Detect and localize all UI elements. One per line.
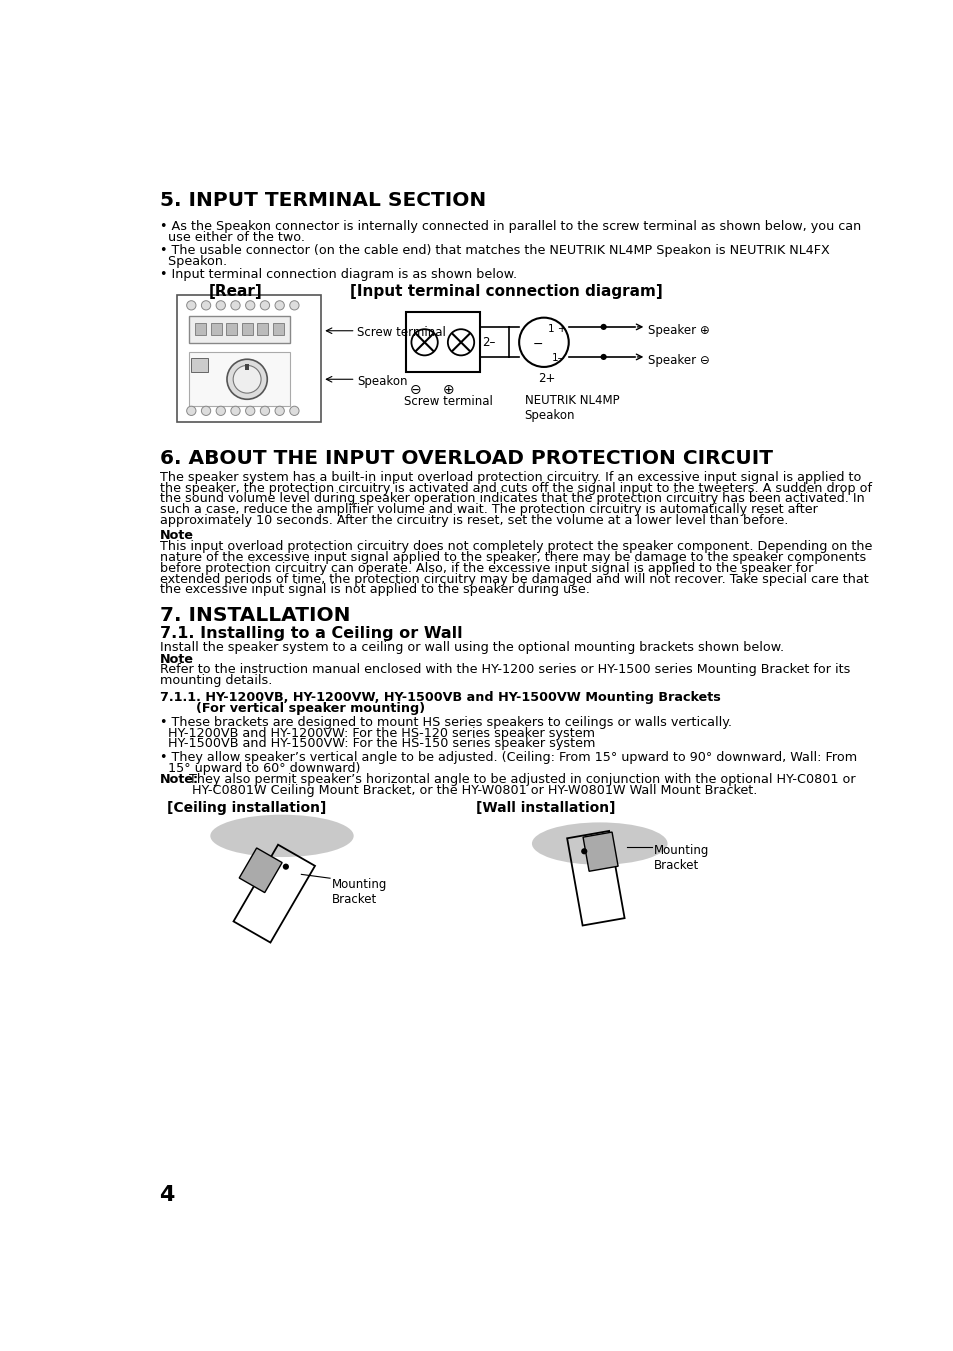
Text: before protection circuitry can operate. Also, if the excessive input signal is : before protection circuitry can operate.… [159, 562, 812, 574]
Circle shape [233, 365, 261, 393]
Circle shape [231, 407, 240, 416]
Text: HY-C0801W Ceiling Mount Bracket, or the HY-W0801 or HY-W0801W Wall Mount Bracket: HY-C0801W Ceiling Mount Bracket, or the … [159, 785, 756, 797]
Text: Install the speaker system to a ceiling or wall using the optional mounting brac: Install the speaker system to a ceiling … [159, 642, 782, 654]
Circle shape [201, 301, 211, 309]
Text: [Wall installation]: [Wall installation] [476, 801, 615, 815]
Text: 6. ABOUT THE INPUT OVERLOAD PROTECTION CIRCUIT: 6. ABOUT THE INPUT OVERLOAD PROTECTION C… [159, 450, 772, 469]
Text: • Input terminal connection diagram is as shown below.: • Input terminal connection diagram is a… [159, 267, 517, 281]
Text: 4: 4 [159, 1185, 174, 1205]
Text: Mounting
Bracket: Mounting Bracket [332, 878, 387, 907]
Bar [406, 312, 479, 373]
Text: [Ceiling installation]: [Ceiling installation] [167, 801, 326, 815]
Circle shape [201, 407, 211, 416]
Bar [241, 323, 253, 335]
Text: Mounting
Bracket: Mounting Bracket [654, 843, 709, 871]
Text: 15° upward to 60° downward): 15° upward to 60° downward) [159, 762, 359, 775]
Circle shape [227, 359, 267, 400]
Text: Note: Note [159, 530, 193, 542]
Text: the sound volume level during speaker operation indicates that the protection ci: the sound volume level during speaker op… [159, 493, 863, 505]
Text: HY-1500VB and HY-1500VW: For the HS-150 series speaker system: HY-1500VB and HY-1500VW: For the HS-150 … [159, 738, 595, 750]
Circle shape [187, 301, 195, 309]
Text: the speaker, the protection circuitry is activated and cuts off the signal input: the speaker, the protection circuitry is… [159, 482, 871, 494]
Circle shape [216, 301, 225, 309]
Text: 7. INSTALLATION: 7. INSTALLATION [159, 607, 350, 626]
Text: ⊕: ⊕ [442, 384, 454, 397]
Text: Speaker ⊖: Speaker ⊖ [647, 354, 709, 367]
Text: such a case, reduce the amplifier volume and wait. The protection circuitry is a: such a case, reduce the amplifier volume… [159, 503, 817, 516]
Circle shape [274, 407, 284, 416]
Circle shape [290, 407, 298, 416]
Bar [211, 323, 221, 335]
Circle shape [216, 407, 225, 416]
Circle shape [282, 863, 289, 870]
Circle shape [260, 407, 270, 416]
Text: 2+: 2+ [537, 372, 555, 385]
Text: mounting details.: mounting details. [159, 674, 272, 688]
Polygon shape [582, 832, 618, 871]
Text: Refer to the instruction manual enclosed with the HY-1200 series or HY-1500 seri: Refer to the instruction manual enclosed… [159, 663, 849, 677]
Text: nature of the excessive input signal applied to the speaker, there may be damage: nature of the excessive input signal app… [159, 551, 865, 563]
Text: approximately 10 seconds. After the circuitry is reset, set the volume at a lowe: approximately 10 seconds. After the circ… [159, 513, 787, 527]
Text: Speakon: Speakon [356, 374, 407, 388]
Circle shape [260, 301, 270, 309]
Text: 2–: 2– [481, 336, 495, 349]
Text: use either of the two.: use either of the two. [159, 231, 304, 243]
Text: • They allow speaker’s vertical angle to be adjusted. (Ceiling: From 15° upward : • They allow speaker’s vertical angle to… [159, 751, 856, 765]
Text: Screw terminal: Screw terminal [356, 326, 446, 339]
Text: The speaker system has a built-in input overload protection circuitry. If an exc: The speaker system has a built-in input … [159, 471, 860, 484]
Text: • These brackets are designed to mount HS series speakers to ceilings or walls v: • These brackets are designed to mount H… [159, 716, 731, 728]
Polygon shape [239, 848, 282, 893]
Bar [273, 323, 283, 335]
Text: −: − [532, 338, 542, 351]
Text: 7.1.1. HY-1200VB, HY-1200VW, HY-1500VB and HY-1500VW Mounting Brackets: 7.1.1. HY-1200VB, HY-1200VW, HY-1500VB a… [159, 692, 720, 704]
Bar [192, 358, 208, 372]
Text: 7.1. Installing to a Ceiling or Wall: 7.1. Installing to a Ceiling or Wall [159, 626, 461, 640]
Circle shape [245, 407, 254, 416]
Text: This input overload protection circuitry does not completely protect the speaker: This input overload protection circuitry… [159, 540, 871, 553]
Bar [257, 323, 268, 335]
Text: Speaker ⊕: Speaker ⊕ [647, 324, 709, 336]
Bar [189, 316, 290, 343]
Circle shape [187, 407, 195, 416]
Text: Note: Note [159, 653, 193, 666]
Text: HY-1200VB and HY-1200VW: For the HS-120 series speaker system: HY-1200VB and HY-1200VW: For the HS-120 … [159, 727, 594, 739]
Circle shape [245, 301, 254, 309]
Bar [245, 363, 249, 370]
Text: NEUTRIK NL4MP
Speakon: NEUTRIK NL4MP Speakon [524, 394, 618, 422]
Text: Note:: Note: [159, 774, 198, 786]
Bar [177, 295, 320, 422]
Text: 1–: 1– [551, 353, 563, 363]
Ellipse shape [210, 815, 354, 857]
Bar [226, 323, 236, 335]
Text: [Input terminal connection diagram]: [Input terminal connection diagram] [350, 284, 662, 299]
Circle shape [231, 301, 240, 309]
Bar [189, 353, 290, 407]
Text: Speakon.: Speakon. [159, 254, 227, 267]
Circle shape [274, 301, 284, 309]
Text: • As the Speakon connector is internally connected in parallel to the screw term: • As the Speakon connector is internally… [159, 220, 860, 232]
Circle shape [290, 301, 298, 309]
Bar [195, 323, 206, 335]
Text: extended periods of time, the protection circuitry may be damaged and will not r: extended periods of time, the protection… [159, 573, 867, 585]
Text: Screw terminal: Screw terminal [404, 396, 493, 408]
Text: the excessive input signal is not applied to the speaker during use.: the excessive input signal is not applie… [159, 584, 589, 596]
Circle shape [599, 324, 606, 330]
Text: ⊖: ⊖ [410, 384, 421, 397]
Text: 5. INPUT TERMINAL SECTION: 5. INPUT TERMINAL SECTION [159, 192, 485, 211]
Text: They also permit speaker’s horizontal angle to be adjusted in conjunction with t: They also permit speaker’s horizontal an… [185, 774, 855, 786]
Circle shape [580, 848, 587, 854]
Text: 1 +: 1 + [547, 324, 566, 334]
Text: • The usable connector (on the cable end) that matches the NEUTRIK NL4MP Speakon: • The usable connector (on the cable end… [159, 243, 828, 257]
Ellipse shape [532, 823, 667, 865]
Text: [Rear]: [Rear] [209, 284, 262, 299]
Text: (For vertical speaker mounting): (For vertical speaker mounting) [159, 703, 424, 715]
Circle shape [599, 354, 606, 359]
